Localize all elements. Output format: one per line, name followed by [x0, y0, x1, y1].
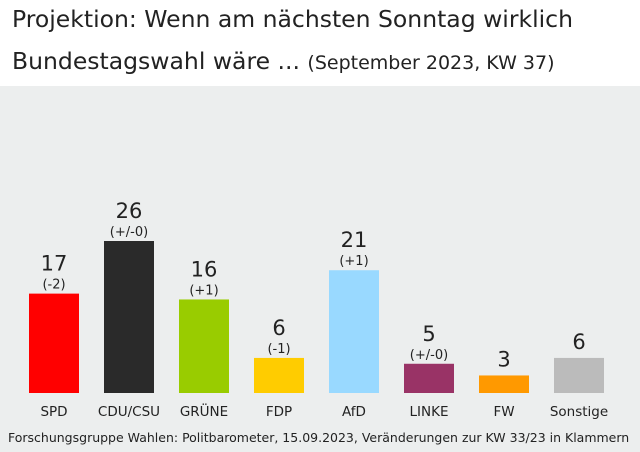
- bar-fw: [479, 375, 529, 393]
- change-label: (+1): [189, 283, 218, 298]
- source-note: Forschungsgruppe Wahlen: Politbarometer,…: [8, 430, 630, 445]
- category-label: CDU/CSU: [98, 404, 160, 420]
- value-label: 21: [341, 228, 368, 252]
- category-label: FW: [493, 404, 514, 420]
- change-label: (-2): [42, 278, 65, 293]
- value-label: 17: [41, 252, 68, 276]
- value-label: 16: [191, 257, 218, 281]
- bar-spd: [29, 293, 79, 393]
- bar-afd: [329, 270, 379, 393]
- category-label: AfD: [342, 404, 366, 420]
- bar-fdp: [254, 357, 304, 393]
- category-label: FDP: [266, 404, 292, 420]
- header: [0, 0, 640, 86]
- change-label: (+/-0): [110, 225, 148, 240]
- bar-cducsu: [104, 241, 154, 393]
- value-label: 5: [422, 322, 435, 346]
- value-label: 6: [572, 330, 585, 354]
- chart-title-line1: Projektion: Wenn am nächsten Sonntag wir…: [12, 5, 573, 33]
- value-label: 26: [116, 199, 143, 223]
- category-label: Sonstige: [550, 404, 608, 420]
- category-label: SPD: [40, 404, 67, 420]
- value-label: 6: [272, 316, 285, 340]
- bar-linke: [404, 363, 454, 393]
- category-label: GRÜNE: [180, 402, 228, 420]
- chart-title-line2: Bundestagswahl wäre ... (September 2023,…: [12, 47, 555, 75]
- change-label: (+/-0): [410, 348, 448, 363]
- chart-title-text: Bundestagswahl wäre ...: [12, 47, 300, 75]
- bar-sonstige: [554, 357, 604, 393]
- change-label: (+1): [339, 254, 368, 269]
- chart-subtitle: (September 2023, KW 37): [307, 52, 555, 74]
- value-label: 3: [497, 347, 510, 371]
- bar-grüne: [179, 299, 229, 393]
- change-label: (-1): [267, 342, 290, 357]
- category-label: LINKE: [410, 404, 449, 420]
